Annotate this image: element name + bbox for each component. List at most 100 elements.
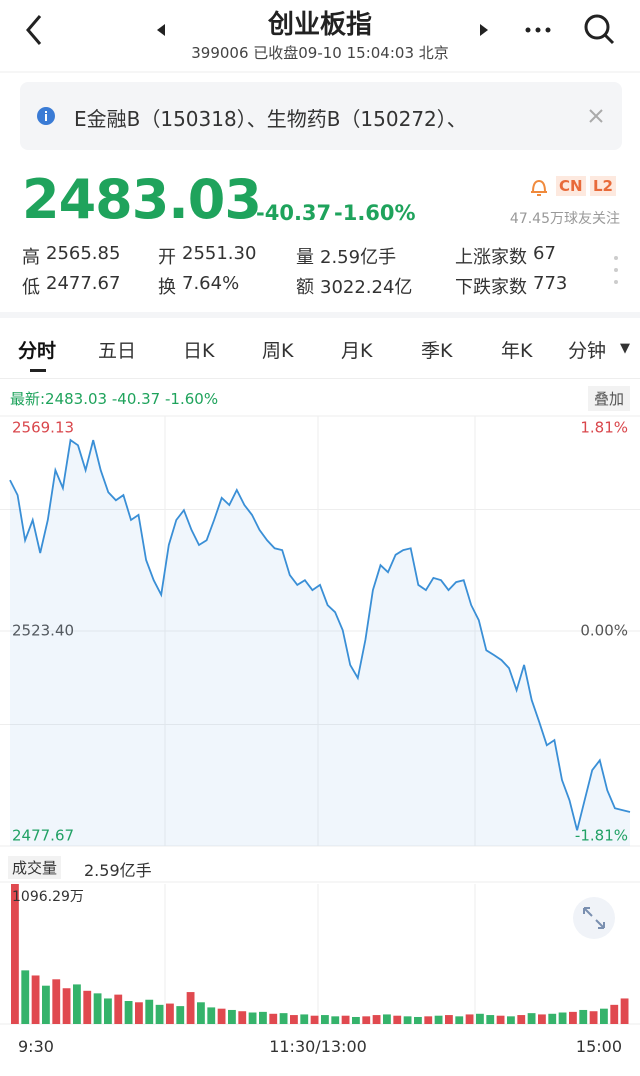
badge[interactable]: CN xyxy=(556,176,586,196)
volume-bar xyxy=(290,1015,298,1024)
tab[interactable]: 周K xyxy=(262,340,294,362)
overlay-button[interactable]: 叠加 xyxy=(587,386,630,411)
volume-bar xyxy=(465,1014,474,1024)
time-label: 11:30/13:00 xyxy=(269,1037,367,1056)
tab[interactable]: 季K xyxy=(421,340,453,362)
tab[interactable]: 月K xyxy=(341,340,373,362)
tab[interactable]: 五日 xyxy=(98,340,137,362)
tab[interactable]: 分时 xyxy=(18,340,57,362)
stat-value: 773 xyxy=(533,273,568,294)
y-tick-label: 2477.67 xyxy=(12,827,74,845)
volume-bar xyxy=(569,1011,577,1024)
stat-label: 量 xyxy=(296,247,314,268)
stat-label: 上涨家数 xyxy=(455,247,527,268)
pct-tick-label: 0.00% xyxy=(580,622,628,640)
subtitle: 399006 已收盘09-10 15:04:03 北京 xyxy=(191,44,449,62)
alert-icon[interactable] xyxy=(528,176,550,198)
volume-bar xyxy=(362,1016,371,1024)
volume-bar xyxy=(248,1012,257,1024)
volume-bar xyxy=(341,1015,350,1024)
stat-label: 额 xyxy=(296,277,314,298)
stat-value: 2477.67 xyxy=(46,273,121,294)
back-button[interactable] xyxy=(26,15,42,45)
volume-bar xyxy=(176,1006,185,1024)
change: -40.37 xyxy=(256,201,332,225)
volume-bar xyxy=(42,985,50,1024)
volume-bar xyxy=(269,1013,278,1024)
volume-bar xyxy=(321,1015,329,1024)
volume-bar xyxy=(548,1013,557,1024)
pct-tick-label: -1.81% xyxy=(575,827,628,845)
volume-bar xyxy=(104,998,112,1024)
tab[interactable]: 年K xyxy=(501,340,533,362)
volume-bar xyxy=(403,1016,412,1024)
tab[interactable]: 分钟 xyxy=(568,340,607,362)
stat-label: 高 xyxy=(22,247,40,268)
volume-bar xyxy=(558,1012,567,1024)
more-button[interactable] xyxy=(525,27,551,33)
volume-bar xyxy=(372,1015,381,1024)
volume-bar xyxy=(135,1002,143,1024)
volume-bar xyxy=(114,994,123,1024)
volume-bar xyxy=(507,1016,515,1024)
volume-bar xyxy=(600,1008,608,1024)
latest-change-pct: -1.60% xyxy=(165,390,219,408)
volume-bar xyxy=(517,1015,526,1024)
volume-label: 成交量 xyxy=(8,856,62,879)
latest-line: 最新:2483.03 -40.37 -1.60% xyxy=(10,388,218,409)
expand-button[interactable] xyxy=(572,896,616,940)
divider xyxy=(0,378,640,379)
volume-bar xyxy=(434,1015,443,1024)
volume-bar xyxy=(21,970,30,1024)
price-line xyxy=(9,438,631,831)
volume-bar xyxy=(424,1016,433,1024)
volume-bar xyxy=(589,1011,598,1024)
volume-bar xyxy=(538,1014,546,1024)
tab[interactable]: 日K xyxy=(183,340,215,362)
time-label: 15:00 xyxy=(576,1037,622,1056)
volume-bar xyxy=(579,1009,588,1024)
volume-bar xyxy=(496,1015,505,1024)
volume-bar xyxy=(228,1009,236,1024)
tab-underline xyxy=(30,369,46,372)
volume-bar xyxy=(145,999,154,1024)
volume-bar xyxy=(31,975,40,1024)
volume-bar xyxy=(93,993,102,1024)
volume-bar xyxy=(166,1003,174,1024)
title: 创业板指 xyxy=(267,10,372,40)
volume-bar xyxy=(455,1016,464,1024)
close-button[interactable] xyxy=(588,108,604,124)
change-pct: -1.60% xyxy=(334,201,416,225)
stat-value: 3022.24亿 xyxy=(320,277,413,298)
stat-label: 低 xyxy=(22,277,40,298)
prev-button[interactable] xyxy=(157,24,165,36)
volume-bar xyxy=(186,992,195,1024)
y-tick-label: 2523.40 xyxy=(12,622,74,640)
followers: 47.45万球友关注 xyxy=(509,211,620,227)
volume-bar xyxy=(527,1013,536,1024)
badge[interactable]: L2 xyxy=(590,176,616,196)
volume-total: 2.59亿手 xyxy=(84,861,152,880)
volume-max: 1096.29万 xyxy=(12,889,84,905)
more-stats[interactable] xyxy=(612,254,620,290)
volume-bar xyxy=(259,1011,267,1024)
volume-bar xyxy=(310,1015,319,1024)
price: 2483.03 xyxy=(22,168,262,231)
volume-bar xyxy=(238,1011,247,1024)
stat-label: 下跌家数 xyxy=(455,277,527,298)
volume-bar xyxy=(414,1016,422,1024)
next-button[interactable] xyxy=(480,24,488,36)
stat-value: 7.64% xyxy=(182,273,240,294)
volume-bar xyxy=(476,1013,484,1024)
volume-bar xyxy=(331,1016,340,1024)
divider xyxy=(0,312,640,318)
notice-bar[interactable] xyxy=(20,82,622,150)
pct-tick-label: 1.81% xyxy=(580,419,628,437)
volume-bar xyxy=(207,1007,216,1024)
volume-bar xyxy=(352,1016,360,1024)
stat-value: 2.59亿手 xyxy=(320,247,397,268)
search-button[interactable] xyxy=(584,14,615,45)
latest-change: -40.37 xyxy=(111,390,161,408)
